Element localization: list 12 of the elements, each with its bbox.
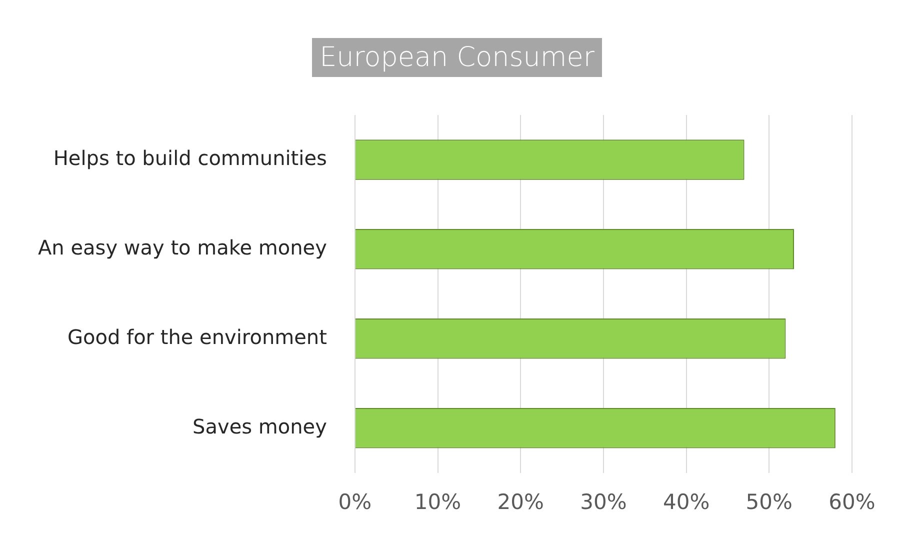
x-tick-label: 10%: [414, 490, 462, 514]
x-tick-label: 40%: [662, 490, 710, 514]
chart-title: European Consumer: [312, 38, 602, 77]
x-tick-label: 50%: [746, 490, 792, 514]
x-tick-label: 30%: [580, 490, 627, 514]
x-tick-label: 0%: [338, 490, 372, 514]
x-tick-label: 60%: [828, 490, 876, 514]
y-tick-label: Helps to build communities: [53, 146, 327, 170]
y-tick-label: Good for the environment: [68, 324, 328, 349]
y-tick-label: Saves money: [192, 414, 328, 438]
y-tick-label: An easy way to make money: [38, 235, 328, 260]
x-tick-label: 20%: [497, 490, 544, 514]
